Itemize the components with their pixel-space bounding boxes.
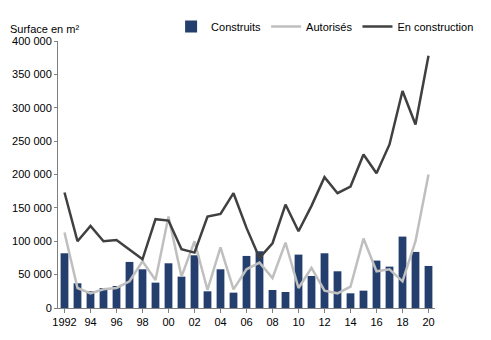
svg-text:400 000: 400 000 (12, 35, 52, 47)
svg-text:12: 12 (318, 316, 330, 328)
svg-text:06: 06 (240, 316, 252, 328)
svg-text:300 000: 300 000 (12, 102, 52, 114)
svg-text:100 000: 100 000 (12, 235, 52, 247)
svg-text:En construction: En construction (397, 21, 473, 33)
svg-text:1992: 1992 (52, 316, 76, 328)
svg-text:16: 16 (370, 316, 382, 328)
svg-text:98: 98 (136, 316, 148, 328)
svg-text:Construits: Construits (211, 21, 261, 33)
svg-text:08: 08 (266, 316, 278, 328)
svg-text:10: 10 (292, 316, 304, 328)
svg-text:00: 00 (162, 316, 174, 328)
svg-text:02: 02 (188, 316, 200, 328)
svg-text:Autorisés: Autorisés (306, 21, 352, 33)
svg-text:200 000: 200 000 (12, 168, 52, 180)
svg-text:04: 04 (214, 316, 226, 328)
svg-text:Surface en m²: Surface en m² (10, 23, 79, 35)
svg-text:0: 0 (46, 302, 52, 314)
svg-text:96: 96 (110, 316, 122, 328)
svg-text:150 000: 150 000 (12, 202, 52, 214)
svg-text:50 000: 50 000 (18, 268, 52, 280)
svg-text:20: 20 (422, 316, 434, 328)
svg-text:350 000: 350 000 (12, 68, 52, 80)
svg-text:250 000: 250 000 (12, 135, 52, 147)
svg-text:18: 18 (396, 316, 408, 328)
svg-text:94: 94 (84, 316, 96, 328)
svg-text:14: 14 (344, 316, 356, 328)
